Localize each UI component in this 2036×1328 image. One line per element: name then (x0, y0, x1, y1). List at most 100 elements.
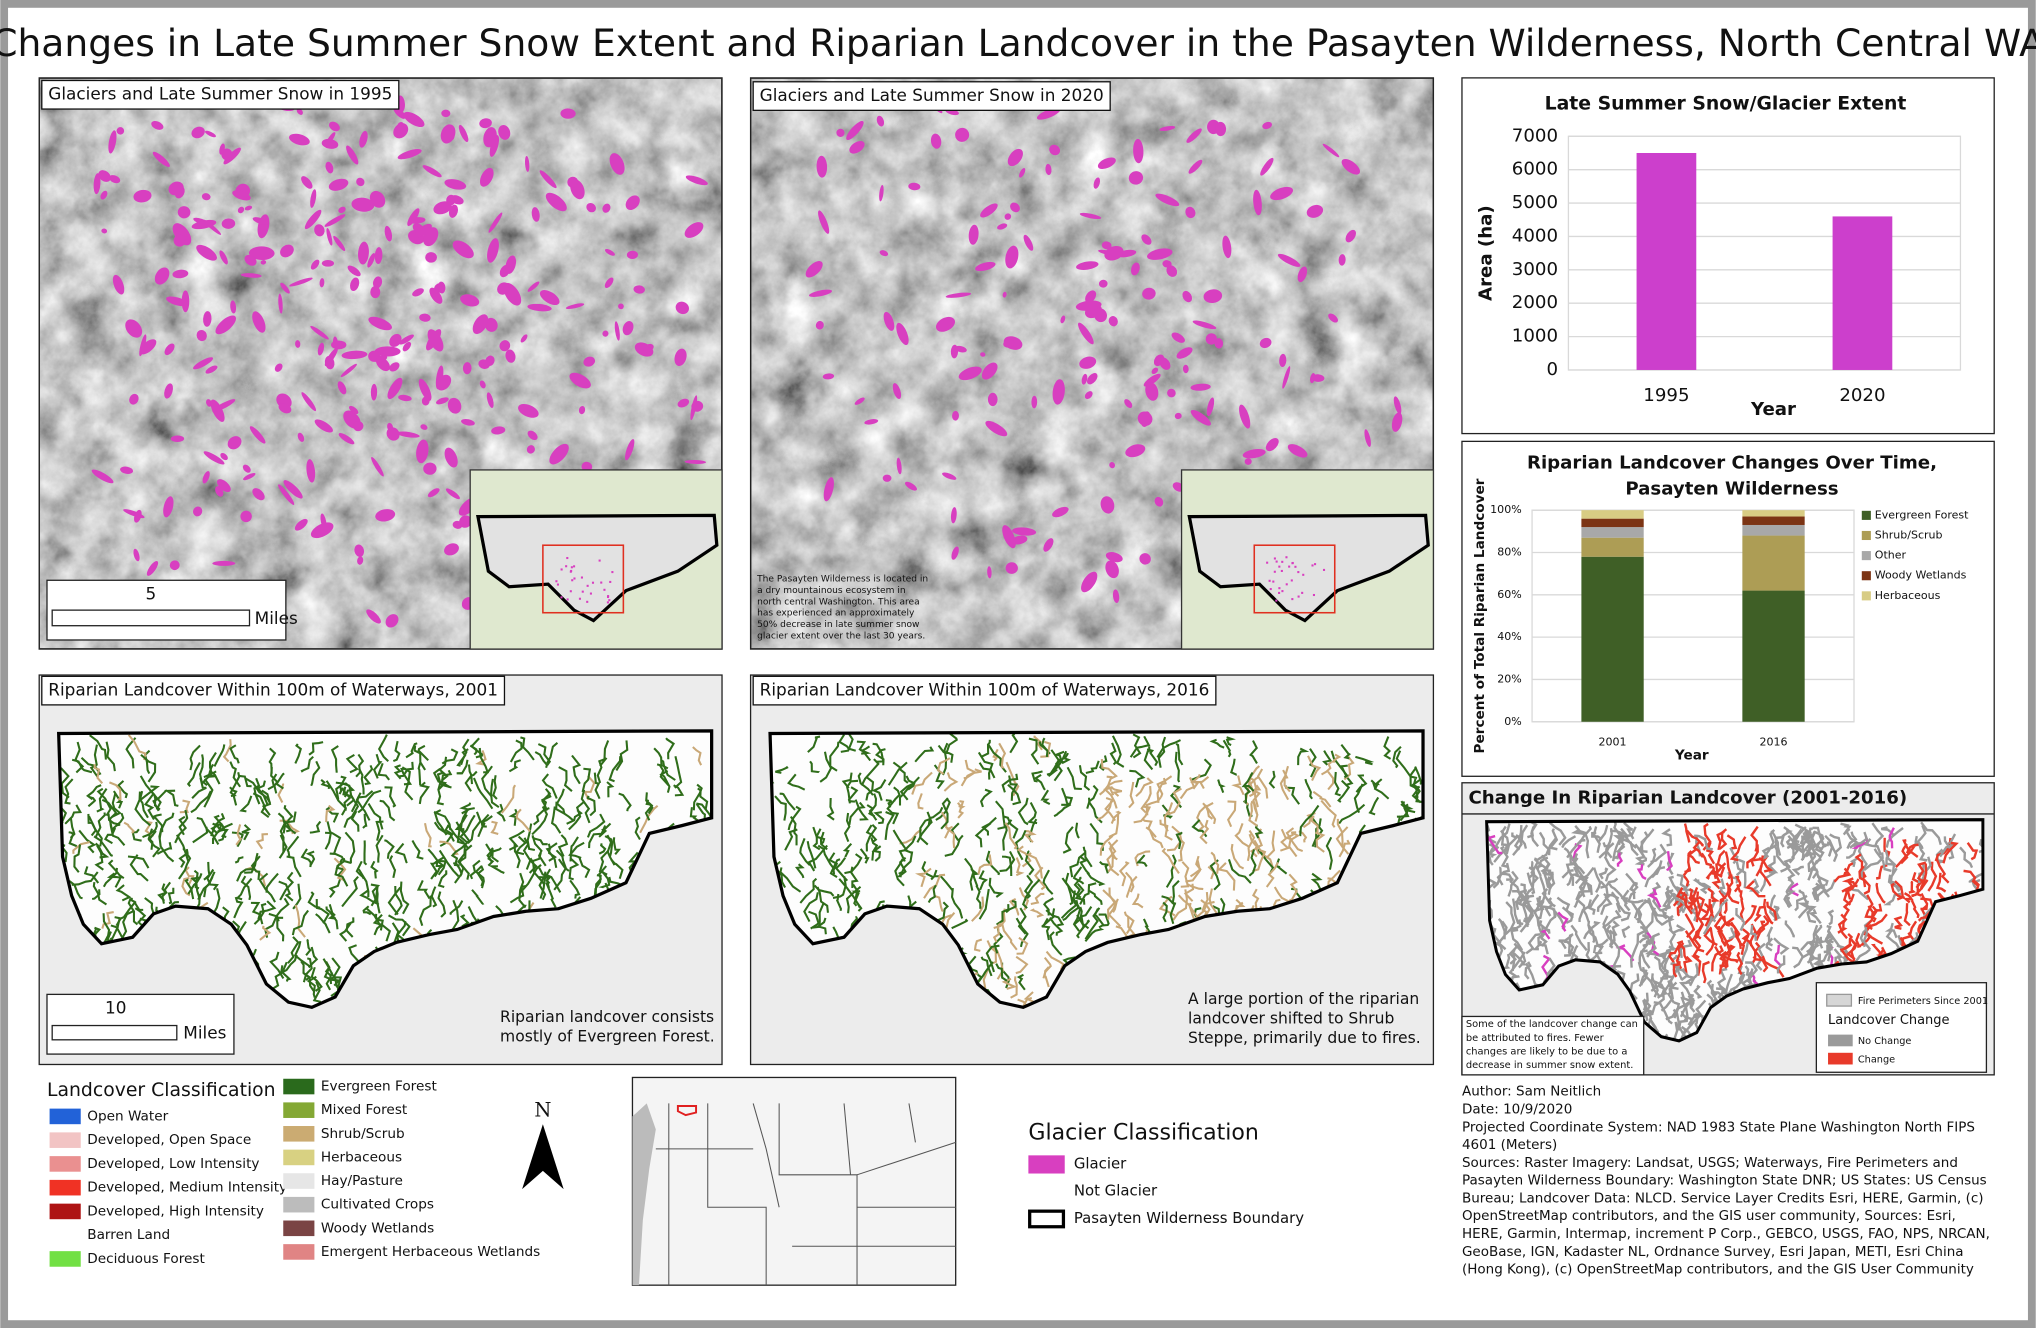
locator-glacier (560, 568, 563, 571)
waterway (456, 759, 469, 775)
waterway (235, 877, 253, 901)
waterway (1109, 786, 1123, 797)
legend-label: No Change (1858, 1036, 1912, 1047)
waterway (1353, 783, 1364, 813)
glacier-patch (154, 267, 170, 285)
glacier-patch (173, 234, 186, 247)
glacier-patch (1084, 391, 1093, 399)
legend-label: Barren Land (87, 1227, 170, 1243)
waterway (850, 866, 859, 889)
waterway (1616, 852, 1623, 867)
waterway (1864, 894, 1874, 919)
waterway (1042, 869, 1054, 895)
y-tick-label: 0 (1546, 359, 1558, 380)
waterway (1602, 909, 1622, 929)
waterway (357, 868, 370, 898)
waterway (1008, 775, 1019, 801)
scale-bar (51, 1024, 178, 1041)
waterway (1761, 955, 1785, 978)
waterway (1227, 859, 1252, 884)
waterway (598, 822, 612, 838)
glacier-patch (444, 179, 467, 190)
glacier-patch (215, 315, 237, 335)
legend-swatch (283, 1078, 315, 1095)
waterway (898, 761, 909, 784)
glacier-patch (429, 287, 443, 304)
waterway (1100, 758, 1118, 780)
glacier-patch (248, 246, 275, 261)
waterway (1486, 834, 1503, 855)
waterway (269, 951, 285, 979)
locator-glacier (1302, 573, 1305, 576)
legend-label: Woody Wetlands (1875, 569, 1967, 582)
glacier-patch (458, 124, 469, 143)
waterway (323, 969, 342, 987)
glacier-patch (1049, 144, 1061, 156)
waterway (1611, 920, 1620, 937)
glacier-patch (684, 459, 707, 464)
waterway (659, 769, 671, 793)
glacier-patch (120, 466, 134, 474)
waterway (1023, 874, 1034, 902)
waterway (1005, 761, 1020, 797)
waterway (634, 816, 641, 841)
glacier-patch (1262, 121, 1272, 130)
legend-label: Glacier (1074, 1154, 1127, 1172)
waterway (1061, 796, 1074, 806)
waterway (1628, 881, 1638, 892)
waterway (1171, 880, 1180, 905)
waterway (1638, 949, 1648, 967)
glacier-patch (1128, 171, 1144, 185)
waterway (919, 818, 931, 846)
us-inset (631, 1076, 957, 1286)
waterway (1161, 895, 1176, 925)
glacier-patch (133, 189, 152, 203)
waterway (1045, 950, 1065, 971)
waterway (996, 904, 1010, 926)
waterway (1935, 872, 1947, 893)
state-line (843, 1103, 852, 1175)
waterway (469, 737, 480, 756)
glacier-patch (882, 474, 892, 482)
waterway (1505, 901, 1516, 930)
waterway (342, 786, 358, 813)
waterway (106, 872, 123, 888)
waterway (1128, 781, 1135, 809)
scale-bar-box (46, 993, 235, 1055)
waterway (1062, 899, 1080, 922)
locator-glacier (598, 559, 601, 562)
glacier-patch (1159, 125, 1176, 131)
glacier-patch (1182, 290, 1193, 303)
glacier-patch (243, 472, 256, 481)
waterway (799, 837, 811, 867)
waterway (1084, 907, 1101, 940)
waterway (1885, 856, 1895, 866)
waterway (1257, 848, 1275, 874)
waterway (581, 767, 592, 793)
glacier-patch (351, 197, 375, 212)
glacier-patch (1393, 396, 1402, 415)
glacier-patch (849, 140, 865, 154)
waterway (1107, 887, 1116, 920)
waterway (1642, 934, 1650, 948)
waterway (1327, 869, 1341, 889)
waterway (1280, 833, 1294, 852)
waterway (1691, 955, 1702, 976)
glacier-patch (314, 419, 333, 433)
waterway (1823, 879, 1837, 898)
waterway (1611, 939, 1621, 971)
glacier-patch (389, 362, 400, 372)
glacier-patch (816, 155, 828, 178)
legend-label: Developed, High Intensity (87, 1203, 264, 1219)
glacier-patch (1215, 121, 1227, 137)
waterway (960, 759, 978, 787)
waterway (803, 892, 819, 923)
credit-line: Sources: Raster Imagery: Landsat, USGS; … (1462, 1155, 1958, 1171)
glacier-patch (1222, 235, 1232, 259)
waterway (1711, 898, 1729, 923)
waterway (1021, 878, 1041, 909)
glacier-patch (93, 173, 101, 195)
waterway (1196, 804, 1208, 832)
glacier-patch (1078, 322, 1094, 345)
glacier-patch (416, 439, 429, 464)
